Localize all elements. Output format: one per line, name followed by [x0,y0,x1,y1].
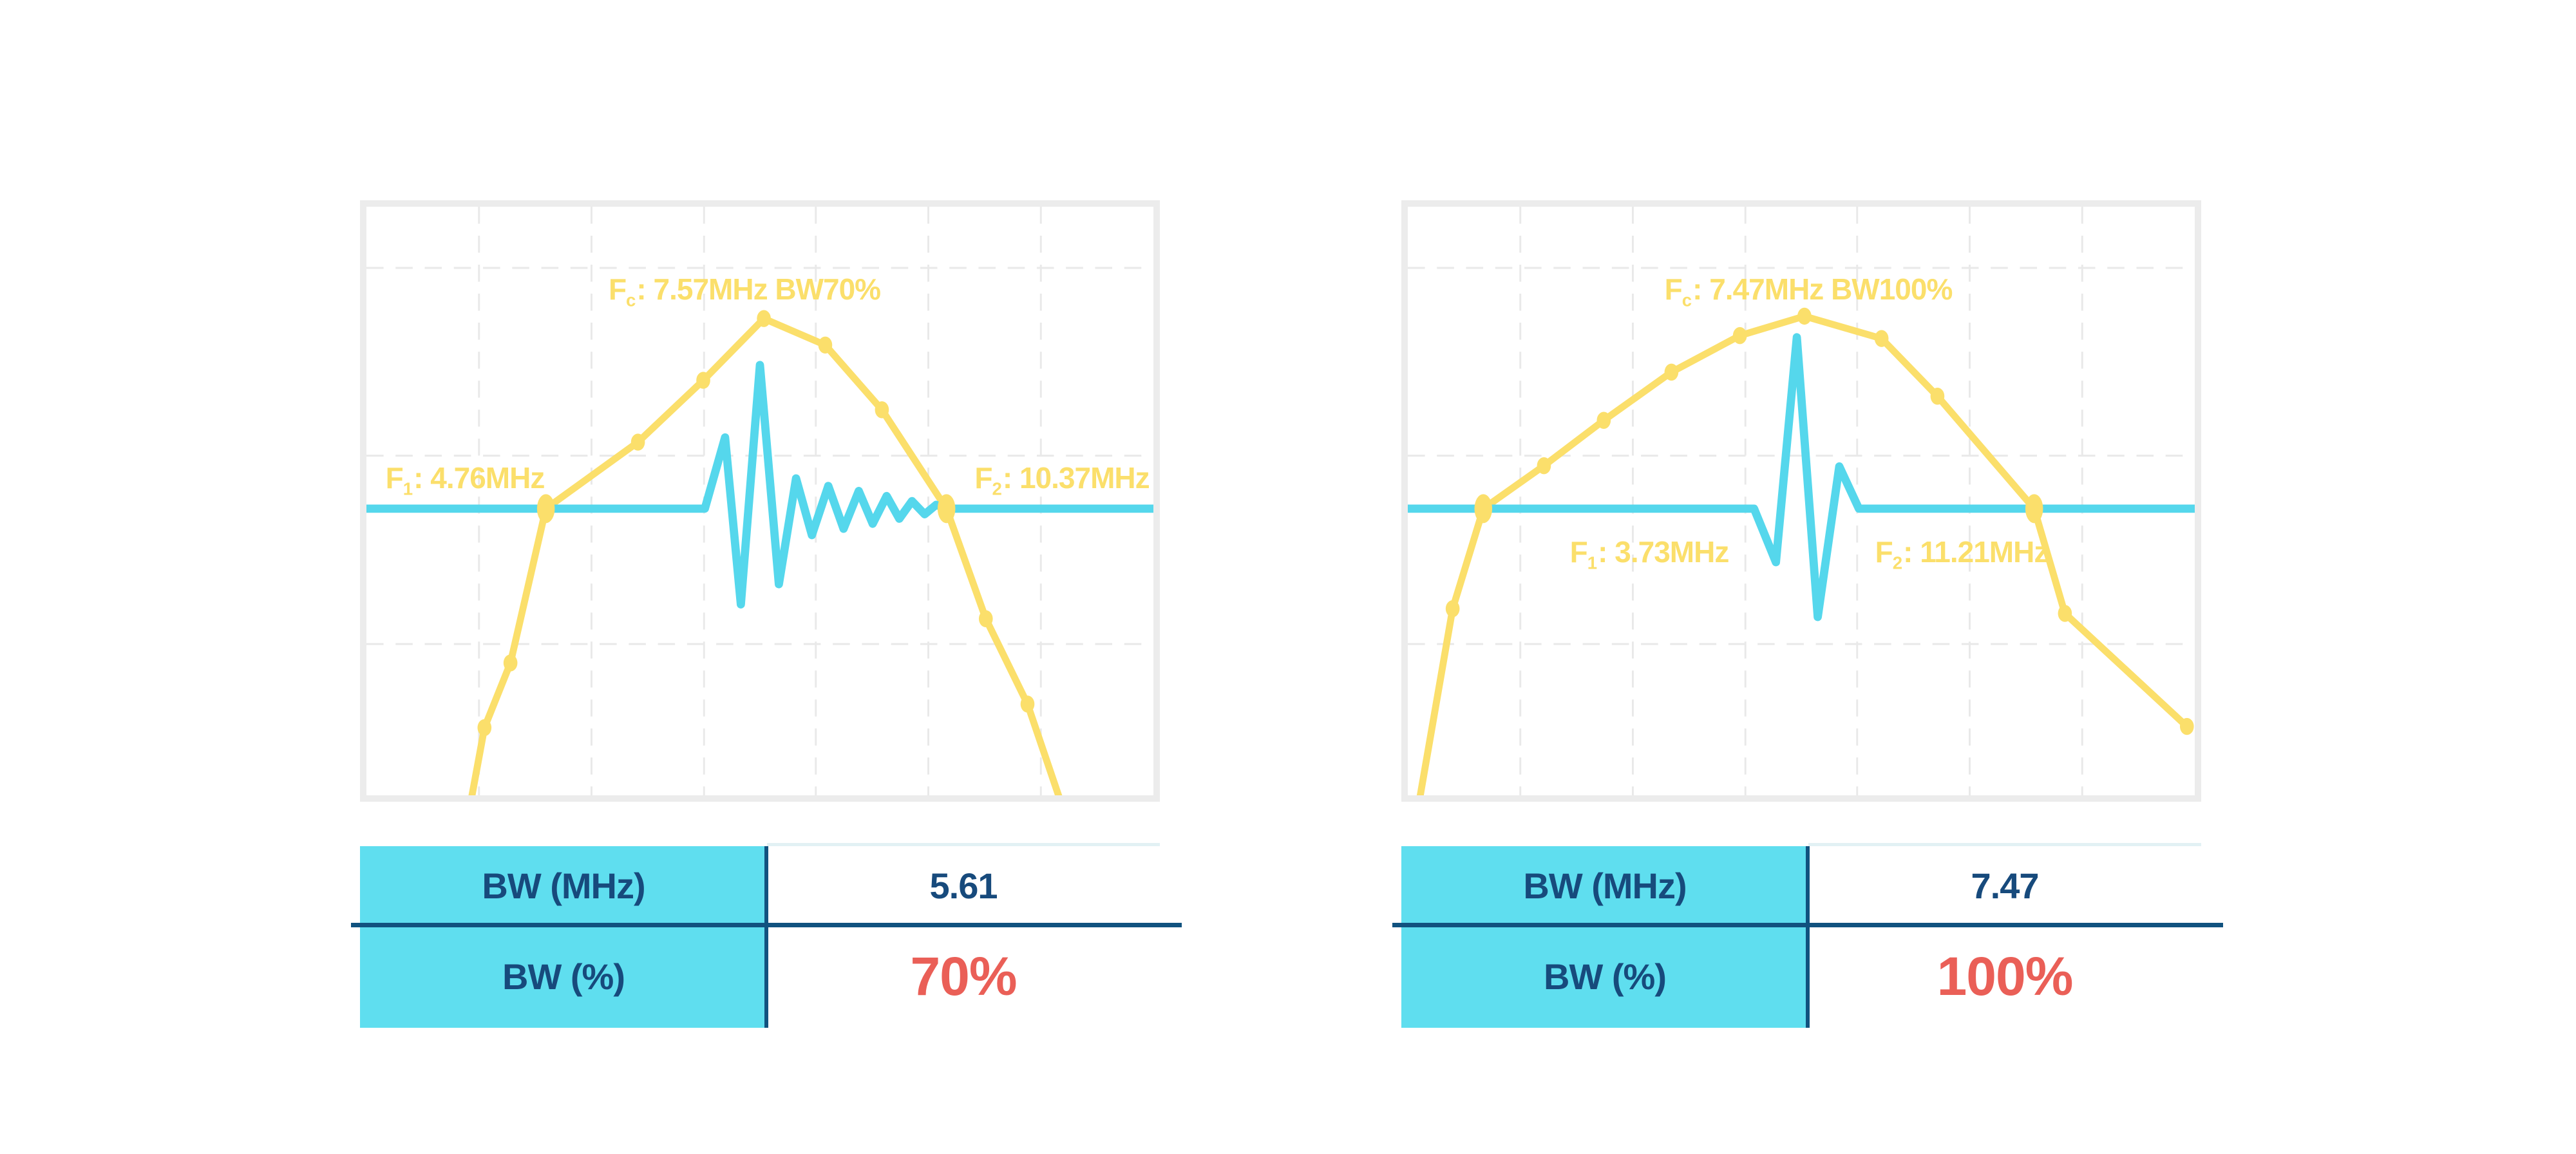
fc-prefix: F [1664,272,1683,306]
bw-pct-label: BW (%) [1401,925,1808,1028]
f2-subscript: 2 [992,478,1002,499]
f2-prefix: F [974,461,992,495]
bw-table-broadband: BW (MHz) 7.47 BW (%) 100% [1392,843,2223,1028]
bw-mhz-value: 5.61 [767,846,1160,925]
f1-prefix: F [1569,535,1588,569]
bw-pct-value-text: 100% [1937,945,2074,1007]
bw-pct-value: 100% [1808,925,2201,1028]
bw-mhz-value-text: 5.61 [929,865,998,906]
f2-subscript: 2 [1892,553,1902,573]
spectrum-plot-broadband [1408,207,2195,795]
value-column-topline [767,843,1160,846]
value-column-topline [1808,843,2201,846]
f1-annotation: F1: 4.76MHz [385,460,545,498]
label-column-fill [360,846,767,1028]
spectrum-plot-narrowband [366,207,1153,795]
fc-prefix: F [608,272,627,306]
f1-subscript: 1 [402,478,413,499]
f2-prefix: F [1875,535,1893,569]
spectrum-chart-broadband: Fc: 7.47MHz BW100% F1: 3.73MHz F2: 11.21… [1401,200,2201,802]
fc-value: : 7.47MHz BW100% [1692,272,1953,306]
bw-pct-label-text: BW (%) [502,956,625,997]
fc-subscript: c [626,290,636,310]
fc-subscript: c [1681,290,1692,310]
f2-annotation: F2: 10.37MHz [974,460,1150,498]
f2-annotation: F2: 11.21MHz [1875,534,2049,572]
bw-mhz-value-text: 7.47 [1971,865,2040,906]
f1-prefix: F [385,461,404,495]
bw-pct-value-text: 70% [910,945,1017,1007]
bw-pct-label-text: BW (%) [1544,956,1667,997]
bw-mhz-label-text: BW (MHz) [1523,865,1687,906]
bw-table-narrowband: BW (MHz) 5.61 BW (%) 70% [351,843,1182,1028]
bw-pct-value: 70% [767,925,1160,1028]
table-column-divider [764,846,768,1028]
f1-value: : 3.73MHz [1598,535,1729,569]
bw-mhz-label: BW (MHz) [360,846,767,925]
f2-value: : 11.21MHz [1903,535,2049,569]
f1-value: : 4.76MHz [413,461,545,495]
table-column-divider [1806,846,1810,1028]
bw-pct-label: BW (%) [360,925,767,1028]
fc-annotation: Fc: 7.57MHz BW70% [608,272,881,310]
fc-value: : 7.57MHz BW70% [636,272,881,306]
bw-mhz-label-text: BW (MHz) [482,865,645,906]
label-column-fill [1401,846,1808,1028]
f1-annotation: F1: 3.73MHz [1569,534,1730,572]
f1-subscript: 1 [1587,553,1597,573]
bw-mhz-label: BW (MHz) [1401,846,1808,925]
bw-mhz-value: 7.47 [1808,846,2201,925]
f2-value: : 10.37MHz [1002,461,1150,495]
spectrum-chart-narrowband: Fc: 7.57MHz BW70% F1: 4.76MHz F2: 10.37M… [360,200,1160,802]
fc-annotation: Fc: 7.47MHz BW100% [1664,272,1953,310]
